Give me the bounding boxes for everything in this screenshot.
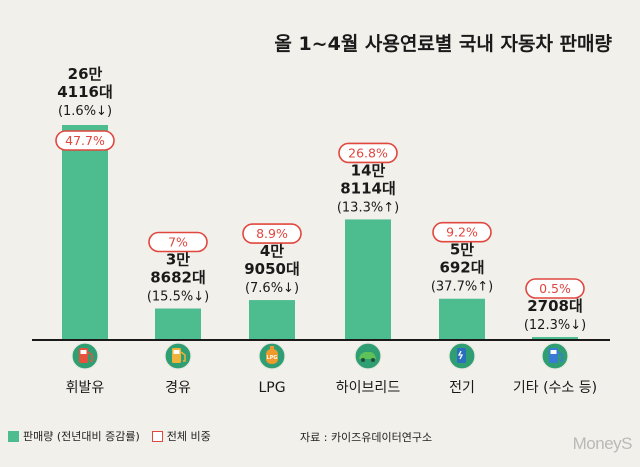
- category-label-5: 기타 (수소 등): [513, 380, 597, 396]
- ev-charger-icon-glyph: [457, 348, 466, 363]
- share-label-1: 7%: [168, 235, 188, 250]
- gasoline-pump-icon-glyph: [79, 348, 93, 363]
- source-note: 자료 : 카이즈유데이터연구소: [300, 431, 433, 444]
- value-label-1-0: 3만: [166, 251, 190, 269]
- legend-sales-swatch: [8, 430, 19, 442]
- legend-share-swatch: [151, 430, 163, 442]
- value-label-2-0: 4만: [260, 242, 284, 260]
- bar-2: [249, 300, 295, 340]
- share-label-0: 47.7%: [65, 133, 105, 148]
- category-label-4: 전기: [449, 380, 475, 396]
- share-pill-5: [525, 278, 585, 299]
- category-label-1: 경유: [165, 380, 191, 396]
- value-label-3-1: 8114대: [340, 179, 396, 197]
- share-pill-1: [148, 231, 208, 253]
- share-label-2: 8.9%: [256, 226, 288, 241]
- value-label-4-0: 5만: [450, 241, 474, 259]
- legend-sales: 판매량 (전년대비 증감률): [8, 428, 140, 444]
- legend-share-label: 전체 비중: [166, 430, 211, 443]
- hybrid-car-icon-glyph: [359, 352, 376, 362]
- bar-3: [345, 219, 391, 340]
- value-label-1-2: (15.5%↓): [147, 290, 209, 305]
- value-label-2-1: 9050대: [244, 260, 300, 278]
- value-label-1-1: 8682대: [150, 269, 206, 287]
- svg-text:LPG: LPG: [267, 355, 278, 361]
- value-label-4-1: 692대: [439, 259, 484, 277]
- share-label-4: 9.2%: [446, 225, 478, 240]
- value-label-0-1: 4116대: [57, 83, 113, 101]
- watermark-logo: MoneyS: [572, 434, 633, 453]
- bar-1: [155, 308, 201, 340]
- value-label-5-1: (12.3%↓): [524, 318, 586, 333]
- share-pill-2: [242, 223, 302, 244]
- share-label-5: 0.5%: [539, 281, 571, 296]
- legend-share: 전체 비중: [151, 428, 211, 444]
- legend-sales-label: 판매량 (전년대비 증감률): [23, 430, 140, 443]
- bar-5: [532, 337, 578, 340]
- legend: 판매량 (전년대비 증감률) 전체 비중: [8, 428, 223, 444]
- category-label-2: LPG: [258, 380, 285, 396]
- lpg-cylinder-icon-glyph: LPG: [266, 346, 278, 364]
- chart-title: 올 1~4월 사용연료별 국내 자동차 판매량: [274, 33, 612, 55]
- value-label-3-2: (13.3%↑): [337, 200, 399, 215]
- share-pill-4: [432, 221, 492, 243]
- value-label-5-0: 2708대: [527, 297, 583, 315]
- share-label-3: 26.8%: [348, 145, 388, 160]
- share-pill-3: [338, 142, 398, 164]
- bar-4: [439, 298, 485, 340]
- hydrogen-pump-icon-glyph: [549, 348, 563, 363]
- category-label-3: 하이브리드: [336, 380, 401, 396]
- value-label-2-2: (7.6%↓): [245, 281, 299, 296]
- value-label-0-0: 26만: [68, 65, 103, 83]
- bar-0: [62, 125, 108, 340]
- value-label-4-2: (37.7%↑): [431, 280, 493, 295]
- category-label-0: 휘발유: [66, 380, 105, 396]
- diesel-pump-icon-glyph: [172, 348, 186, 363]
- value-label-3-0: 14만: [351, 161, 386, 179]
- share-pill-0: [55, 130, 115, 151]
- value-label-0-2: (1.6%↓): [58, 104, 112, 119]
